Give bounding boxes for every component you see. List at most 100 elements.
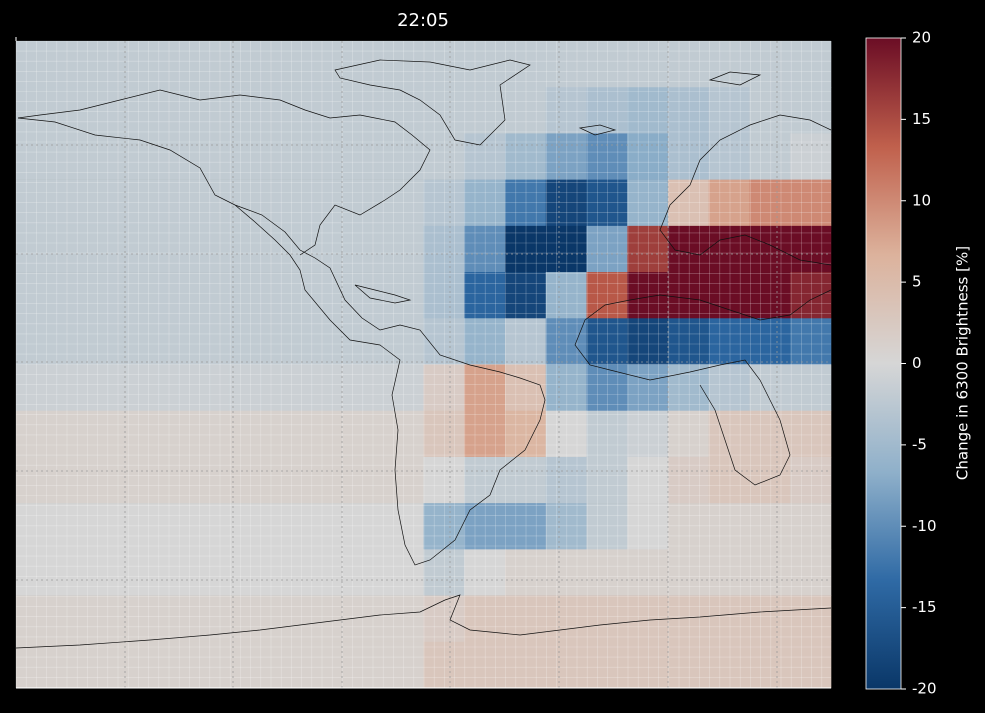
colorbar-tick-label: -15 <box>912 598 937 616</box>
heatmap-cell <box>16 641 58 689</box>
heatmap-cell <box>97 41 139 88</box>
heatmap-cell <box>138 87 180 134</box>
heatmap-cell <box>464 595 506 643</box>
heatmap-cell <box>179 318 221 365</box>
heatmap-cell <box>423 549 465 596</box>
heatmap <box>15 40 832 689</box>
heatmap-cell <box>627 133 669 180</box>
heatmap-cell <box>301 133 343 180</box>
heatmap-cell <box>260 272 302 319</box>
colorbar-tick-label: -20 <box>912 680 937 698</box>
heatmap-cell <box>749 549 791 596</box>
heatmap-cell <box>627 549 669 596</box>
heatmap-cell <box>97 133 139 180</box>
heatmap-cell <box>56 503 98 550</box>
heatmap-cell <box>301 318 343 365</box>
heatmap-cell <box>749 41 791 88</box>
heatmap-cell <box>56 595 98 643</box>
colorbar-tick-label: 20 <box>912 29 931 47</box>
heatmap-cell <box>260 503 302 550</box>
heatmap-cell <box>56 641 98 689</box>
heatmap-cell <box>627 595 669 643</box>
heatmap-cell <box>342 641 384 689</box>
heatmap-cell <box>749 410 791 458</box>
heatmap-cell <box>708 364 750 412</box>
heatmap-cell <box>586 41 628 88</box>
heatmap-cell <box>464 272 506 319</box>
heatmap-cell <box>138 133 180 180</box>
heatmap-cell <box>464 225 506 273</box>
heatmap-cell <box>382 272 424 319</box>
heatmap-cell <box>260 641 302 689</box>
heatmap-cell <box>179 410 221 458</box>
heatmap-cell <box>382 503 424 550</box>
heatmap-cell <box>56 41 98 88</box>
heatmap-cell <box>301 503 343 550</box>
heatmap-cell <box>423 641 465 689</box>
heatmap-cell <box>668 503 710 550</box>
heatmap-cell <box>382 410 424 458</box>
heatmap-cell <box>138 364 180 412</box>
heatmap-cell <box>708 41 750 88</box>
heatmap-cell <box>16 410 58 458</box>
heatmap-cell <box>505 179 547 227</box>
heatmap-cell <box>342 503 384 550</box>
heatmap-cell <box>179 641 221 689</box>
heatmap-cell <box>16 595 58 643</box>
heatmap-cell <box>342 364 384 412</box>
heatmap-cell <box>179 225 221 273</box>
chart-title: 22:05 <box>397 10 449 31</box>
colorbar <box>865 37 902 690</box>
heatmap-cell <box>790 41 832 88</box>
heatmap-cell <box>260 225 302 273</box>
heatmap-cell <box>260 595 302 643</box>
heatmap-cell <box>423 595 465 643</box>
heatmap-cell <box>668 225 710 273</box>
heatmap-cell <box>545 41 587 88</box>
heatmap-cell <box>219 364 261 412</box>
heatmap-cell <box>342 318 384 365</box>
heatmap-cell <box>627 456 669 504</box>
heatmap-cell <box>219 641 261 689</box>
heatmap-cell <box>708 87 750 134</box>
heatmap-cell <box>627 225 669 273</box>
heatmap-cell <box>790 503 832 550</box>
heatmap-cell <box>423 272 465 319</box>
heatmap-cell <box>586 318 628 365</box>
heatmap-cell <box>138 503 180 550</box>
heatmap-cell <box>708 225 750 273</box>
heatmap-cell <box>627 503 669 550</box>
heatmap-cell <box>627 41 669 88</box>
heatmap-cell <box>790 318 832 365</box>
heatmap-cell <box>423 41 465 88</box>
heatmap-cell <box>301 179 343 227</box>
heatmap-cell <box>505 364 547 412</box>
heatmap-cell <box>138 549 180 596</box>
heatmap-cell <box>138 641 180 689</box>
heatmap-cell <box>179 272 221 319</box>
heatmap-cell <box>505 87 547 134</box>
heatmap-cell <box>179 549 221 596</box>
heatmap-cell <box>545 503 587 550</box>
heatmap-cell <box>301 41 343 88</box>
heatmap-cell <box>260 41 302 88</box>
heatmap-cell <box>790 133 832 180</box>
heatmap-cell <box>586 364 628 412</box>
heatmap-cell <box>749 318 791 365</box>
heatmap-cell <box>668 364 710 412</box>
heatmap-cell <box>301 549 343 596</box>
heatmap-cell <box>423 179 465 227</box>
heatmap-cell <box>545 456 587 504</box>
heatmap-cell <box>382 595 424 643</box>
heatmap-cell <box>668 133 710 180</box>
heatmap-cell <box>219 549 261 596</box>
heatmap-cell <box>464 179 506 227</box>
heatmap-cell <box>586 133 628 180</box>
colorbar-label: Change in 6300 Brightness [%] <box>954 246 972 480</box>
heatmap-cell <box>505 456 547 504</box>
heatmap-cell <box>260 318 302 365</box>
heatmap-cell <box>382 364 424 412</box>
heatmap-cell <box>342 456 384 504</box>
heatmap-cell <box>423 410 465 458</box>
heatmap-cell <box>464 456 506 504</box>
